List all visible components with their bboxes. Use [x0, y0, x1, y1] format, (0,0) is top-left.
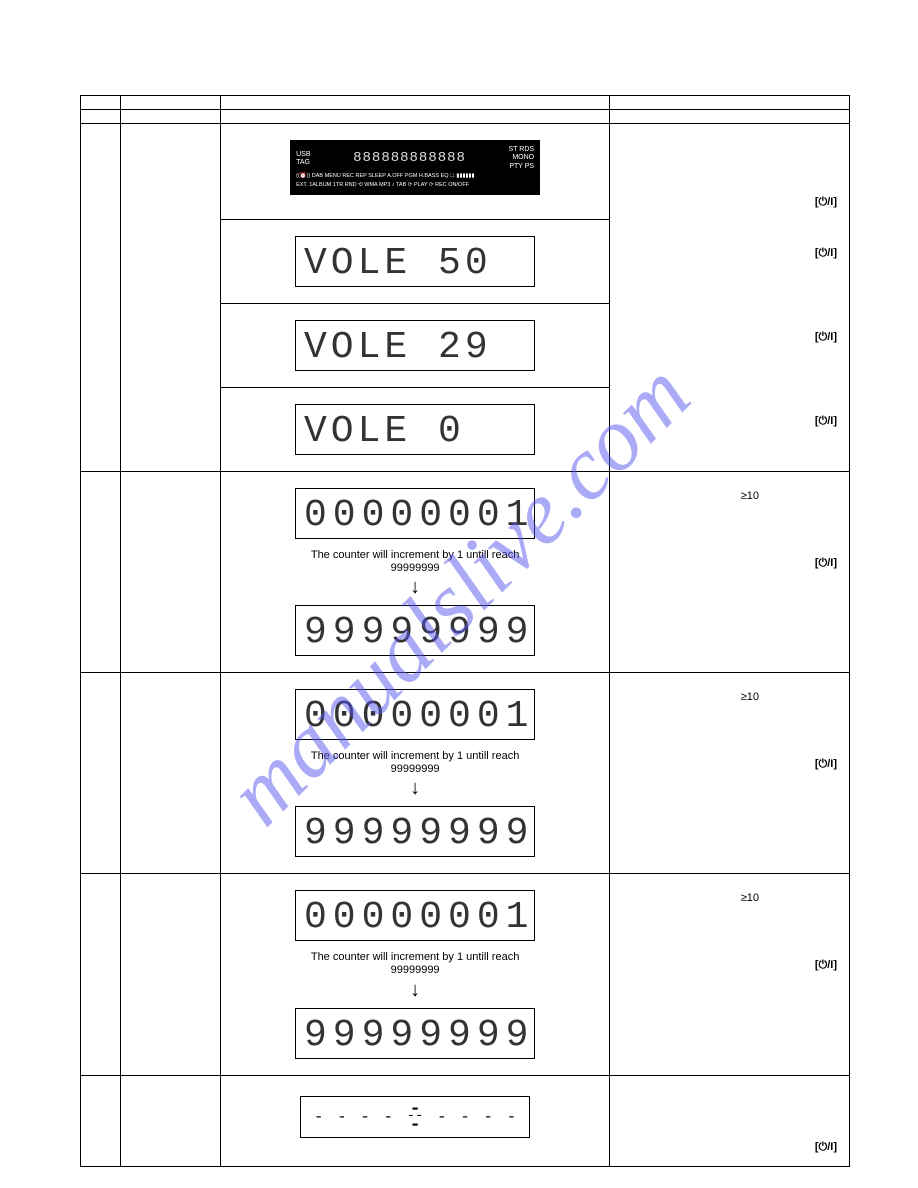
- power-button-label: [⏻/I]: [815, 959, 837, 972]
- lcd-vol0: VOLE 0: [295, 404, 535, 455]
- ge10-label: ≥10: [741, 691, 759, 703]
- lcd-counter2-end: 99999999: [295, 806, 535, 857]
- dash-seg: -: [483, 1108, 493, 1126]
- lcd-vol29: VOLE 29: [295, 320, 535, 371]
- down-arrow-icon: ↓: [229, 577, 602, 597]
- power-button-label: [⏻/I]: [815, 758, 837, 771]
- power-button-label: [⏻/I]: [815, 196, 837, 209]
- lcd-left-labels: USB TAG: [296, 151, 310, 166]
- seg-text: VOLE 29: [304, 326, 492, 363]
- lcd-dash-display: - - - - ▬ -- ▬ - - - -: [300, 1096, 530, 1138]
- seg-vol0-svg: VOLE 0: [300, 407, 530, 447]
- seg-text: 00000001: [304, 494, 530, 531]
- lcd-full-display: USB TAG 888888888888 ST RDS MONO PTY PS …: [290, 140, 540, 195]
- lcd-counter3-end: 99999999: [295, 1008, 535, 1059]
- dash-seg: -: [507, 1108, 517, 1126]
- dash-center-seg: ▬ -- ▬: [407, 1104, 424, 1129]
- lcd-counter3-start: 00000001: [295, 890, 535, 941]
- dash-seg: -: [360, 1108, 370, 1126]
- lcd-vol50: VOLE 50: [295, 236, 535, 287]
- counter3-caption: The counter will increment by 1 untill r…: [229, 951, 602, 977]
- lcd-status-line1: ((⏰)) DAB MENU REC REP SLEEP A.OFF PGM H…: [296, 173, 534, 180]
- ge10-label: ≥10: [741, 892, 759, 904]
- lcd-right-labels: ST RDS MONO PTY PS: [509, 146, 535, 171]
- lcd-counter1-end: 99999999: [295, 605, 535, 656]
- lcd-status-line2: EXT. 1ALBUM 1TR RND ⟲ WMA MP3 ♪ TAB ⟳ PL…: [296, 182, 534, 189]
- power-button-label: [⏻/I]: [815, 247, 837, 260]
- seg-text: VOLE 0: [304, 410, 465, 447]
- seg-text: 00000001: [304, 896, 530, 933]
- power-button-label: [⏻/I]: [815, 1141, 837, 1154]
- main-table: USB TAG 888888888888 ST RDS MONO PTY PS …: [80, 95, 850, 1167]
- dash-seg: -: [460, 1108, 470, 1126]
- seg-text: VOLE 50: [304, 242, 492, 279]
- dash-seg: -: [437, 1108, 447, 1126]
- lcd-counter1-start: 00000001: [295, 488, 535, 539]
- seg-vol29-svg: VOLE 29: [300, 323, 530, 363]
- seg-text: 99999999: [304, 1014, 530, 1051]
- seg-text: 99999999: [304, 611, 530, 648]
- dash-seg: -: [383, 1108, 393, 1126]
- ge10-label: ≥10: [741, 490, 759, 502]
- counter2-caption: The counter will increment by 1 untill r…: [229, 750, 602, 776]
- power-button-label: [⏻/I]: [815, 415, 837, 428]
- down-arrow-icon: ↓: [229, 980, 602, 1000]
- seg-text: 99999999: [304, 812, 530, 849]
- seg-vol50-svg: VOLE 50: [300, 239, 530, 279]
- lcd-counter2-start: 00000001: [295, 689, 535, 740]
- dash-seg: -: [337, 1108, 347, 1126]
- power-button-label: [⏻/I]: [815, 557, 837, 570]
- page-content: USB TAG 888888888888 ST RDS MONO PTY PS …: [80, 95, 850, 1167]
- lcd-main-digits: 888888888888: [353, 151, 466, 166]
- power-button-label: [⏻/I]: [815, 331, 837, 344]
- seg-text: 00000001: [304, 695, 530, 732]
- counter1-caption: The counter will increment by 1 untill r…: [229, 549, 602, 575]
- dash-seg: -: [314, 1108, 324, 1126]
- down-arrow-icon: ↓: [229, 778, 602, 798]
